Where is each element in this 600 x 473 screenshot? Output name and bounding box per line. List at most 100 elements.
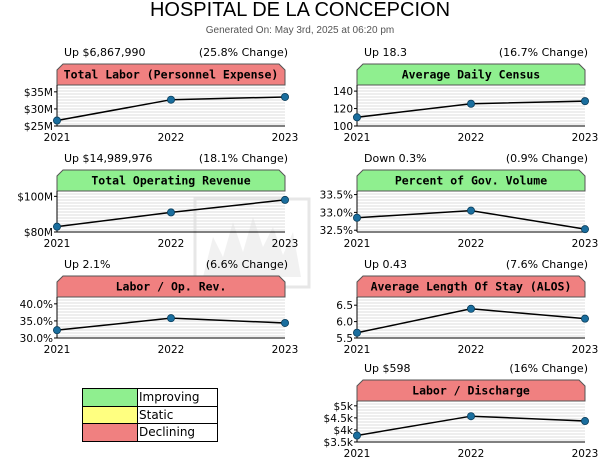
- y-tick-label: 40.0%: [20, 299, 53, 311]
- data-point: [53, 326, 61, 335]
- chart-title: Total Labor (Personnel Expense): [64, 68, 279, 82]
- data-point: [280, 195, 289, 204]
- chart-title-banner: [56, 169, 286, 192]
- x-tick-label: 2021: [344, 238, 371, 250]
- change-amount: Up $598: [364, 362, 411, 375]
- legend-item-improving: Improving: [83, 389, 217, 406]
- line-chart: Average Daily Census 100 120 140 2021 2022 202…: [333, 63, 599, 144]
- legend-swatch-declining: [83, 424, 138, 441]
- line-chart: Labor / Discharge $3.5k$4k$4.5k$5k 2021 202…: [324, 379, 599, 460]
- x-tick-label: 2021: [44, 132, 71, 144]
- legend-swatch-static: [83, 407, 138, 424]
- x-tick-label: 2023: [572, 132, 599, 144]
- change-amount: Up $6,867,990: [64, 46, 146, 59]
- x-tick-label: 2022: [158, 344, 185, 356]
- legend-swatch-improving: [83, 389, 138, 406]
- y-tick-label: $4k: [334, 425, 354, 437]
- data-point: [167, 314, 176, 323]
- data-point: [280, 318, 289, 327]
- line-chart: Percent of Gov. Volume 32.5% 33.0% 33.5% 202…: [320, 169, 598, 250]
- x-tick-label: 2023: [272, 344, 299, 356]
- chart-title: Average Length Of Stay (ALOS): [371, 280, 572, 294]
- chart-title: Labor / Discharge: [412, 384, 530, 398]
- y-tick-label: 30.0%: [20, 333, 53, 345]
- change-percent: (6.6% Change): [205, 258, 288, 271]
- report-title: HOSPITAL DE LA CONCEPCION: [149, 0, 451, 21]
- y-tick-label: $5k: [334, 401, 354, 413]
- change-percent: (16.7% Change): [498, 46, 588, 59]
- data-point: [53, 116, 61, 125]
- y-tick-label: 32.5%: [320, 225, 353, 237]
- legend-item-declining: Declining: [83, 423, 217, 441]
- y-tick-label: 120: [333, 104, 353, 116]
- chart-panel-total-labor: Up $6,867,990 (25.8% Change) Total Labor (…: [24, 46, 299, 157]
- line-chart: Labor / Op. Rev. 30.0% 35.0% 40.0% 2021 2022 2…: [20, 275, 299, 356]
- x-tick-label: 2023: [572, 448, 599, 460]
- y-tick-label: 6.0: [336, 317, 353, 329]
- data-point: [353, 213, 361, 222]
- data-point: [353, 431, 361, 440]
- x-tick-label: 2022: [458, 448, 485, 460]
- change-percent: (18.1% Change): [198, 152, 288, 165]
- x-tick-label: 2022: [458, 238, 485, 250]
- data-point: [167, 208, 176, 217]
- data-point: [467, 412, 476, 421]
- x-tick-label: 2022: [158, 238, 185, 250]
- legend-label: Improving: [139, 390, 200, 404]
- x-tick-label: 2021: [344, 344, 371, 356]
- chart-panel-labor-op-rev: Up 2.1% (6.6% Change) Labor / Op. Rev. 30.0…: [20, 258, 299, 369]
- chart-panel-alos: Up 0.43 (7.6% Change) Average Length Of St…: [336, 258, 599, 369]
- x-tick-label: 2021: [44, 238, 71, 250]
- y-tick-label: $25M: [24, 121, 53, 133]
- x-tick-label: 2022: [458, 132, 485, 144]
- data-point: [580, 417, 589, 426]
- x-tick-label: 2022: [458, 344, 485, 356]
- y-tick-label: $35M: [24, 87, 53, 99]
- chart-panel-average-daily-census: Up 18.3 (16.7% Change) Average Daily Censu…: [333, 46, 599, 157]
- data-point: [580, 225, 589, 234]
- chart-title: Average Daily Census: [402, 68, 540, 82]
- status-legend: Improving Static Declining: [82, 388, 218, 442]
- chart-title: Total Operating Revenue: [91, 174, 250, 188]
- change-amount: Up 0.43: [364, 258, 408, 271]
- y-tick-label: $4.5k: [324, 413, 354, 425]
- y-tick-label: $3.5k: [324, 437, 354, 449]
- line-chart: Average Length Of Stay (ALOS) 5.5 6.0 6.5 20…: [336, 275, 599, 356]
- chart-title-banner: [356, 169, 586, 192]
- data-point: [353, 328, 361, 337]
- chart-title-banner: [356, 63, 586, 86]
- data-point: [467, 304, 476, 313]
- y-tick-label: 100: [333, 121, 353, 133]
- data-point: [53, 222, 61, 231]
- data-point: [353, 113, 361, 122]
- line-chart: Total Operating Revenue $80M $100M 2021 2022…: [17, 169, 298, 250]
- legend-label: Static: [139, 408, 174, 422]
- change-amount: Up 2.1%: [64, 258, 111, 271]
- x-tick-label: 2023: [272, 132, 299, 144]
- legend-label: Declining: [139, 425, 196, 439]
- chart-title: Percent of Gov. Volume: [395, 174, 547, 188]
- change-percent: (7.6% Change): [505, 258, 588, 271]
- data-point: [467, 206, 476, 215]
- data-point: [580, 314, 589, 323]
- change-amount: Up 18.3: [364, 46, 408, 59]
- generated-timestamp: Generated On: May 3rd, 2025 at 06:20 pm: [205, 25, 395, 36]
- chart-title-banner: [356, 379, 586, 402]
- y-tick-label: $30M: [24, 104, 53, 116]
- x-tick-label: 2021: [344, 448, 371, 460]
- x-tick-label: 2021: [344, 132, 371, 144]
- y-tick-label: 35.0%: [20, 316, 53, 328]
- change-percent: (16% Change): [509, 362, 588, 375]
- y-tick-label: $100M: [17, 191, 53, 203]
- x-tick-label: 2023: [572, 344, 599, 356]
- x-tick-label: 2022: [158, 132, 185, 144]
- data-point: [467, 99, 476, 108]
- x-tick-label: 2021: [44, 344, 71, 356]
- y-tick-label: 33.0%: [320, 207, 353, 219]
- data-point: [280, 92, 289, 101]
- change-amount: Up $14,989,976: [64, 152, 153, 165]
- data-point: [167, 95, 176, 104]
- change-percent: (25.8% Change): [198, 46, 288, 59]
- chart-title: Labor / Op. Rev.: [116, 280, 227, 294]
- chart-title-banner: [56, 63, 286, 86]
